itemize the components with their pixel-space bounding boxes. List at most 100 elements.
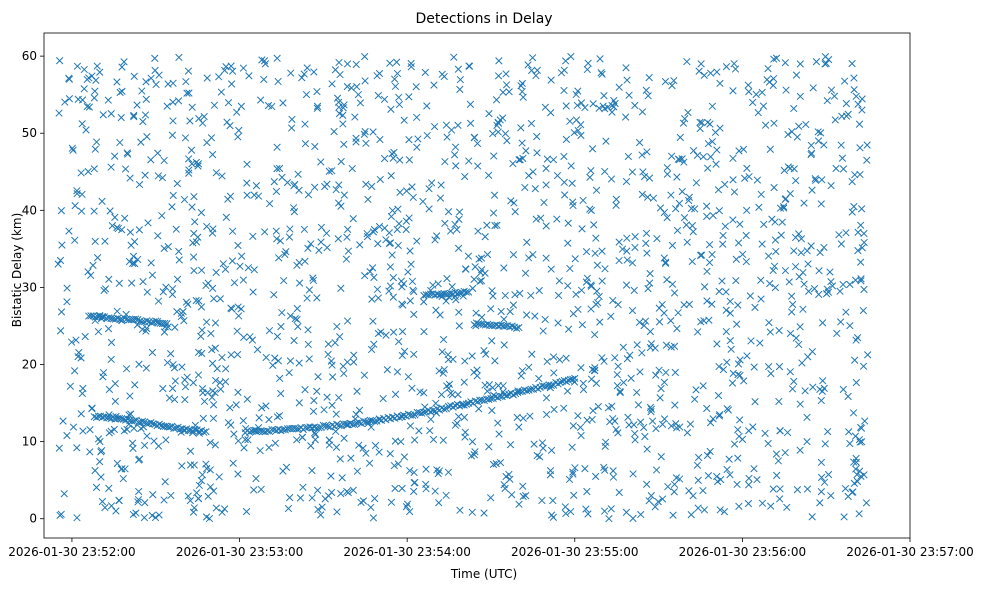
scatter-point (466, 100, 475, 108)
scatter-point (444, 384, 453, 392)
scatter-point (814, 128, 822, 136)
scatter-point (403, 500, 412, 508)
scatter-point (376, 175, 384, 184)
scatter-point (362, 449, 370, 457)
scatter-point (465, 157, 473, 165)
scatter-point (592, 472, 600, 481)
scatter-point (108, 222, 117, 230)
scatter-point (313, 87, 321, 96)
scatter-point (82, 126, 90, 134)
scatter-point (127, 241, 135, 249)
scatter-point (684, 108, 692, 117)
scatter-point (277, 322, 285, 331)
scatter-point (178, 462, 186, 470)
scatter-point (569, 422, 578, 430)
scatter-point (182, 298, 191, 306)
scatter-point (850, 458, 858, 466)
scatter-point (483, 387, 492, 395)
scatter-point (337, 202, 345, 210)
scatter-point (121, 465, 129, 473)
scatter-point (203, 138, 211, 147)
scatter-point (170, 424, 178, 432)
scatter-point (455, 322, 463, 330)
scatter-point (167, 491, 175, 500)
scatter-point (369, 228, 378, 236)
scatter-point (607, 312, 615, 321)
scatter-point (364, 417, 372, 426)
scatter-point (662, 368, 670, 377)
scatter-point (475, 255, 483, 263)
scatter-point (353, 82, 361, 91)
scatter-point (87, 271, 95, 279)
scatter-point (852, 378, 860, 387)
scatter-point (519, 93, 527, 101)
scatter-point (427, 286, 435, 295)
scatter-point (527, 385, 535, 393)
scatter-point (797, 235, 806, 243)
scatter-point (687, 511, 695, 519)
scatter-point (361, 127, 369, 136)
scatter-point (713, 146, 721, 154)
scatter-point (54, 260, 62, 268)
scatter-point (141, 499, 149, 507)
scatter-point (600, 357, 608, 365)
scatter-point (308, 466, 316, 475)
scatter-point (211, 441, 219, 449)
scatter-point (441, 157, 449, 166)
scatter-point (395, 220, 403, 228)
scatter-point (485, 443, 493, 451)
scatter-point (233, 327, 241, 335)
scatter-point (696, 124, 704, 133)
scatter-point (413, 143, 421, 151)
scatter-point (285, 368, 293, 377)
scatter-point (406, 247, 414, 255)
scatter-point (863, 141, 871, 149)
scatter-point (456, 506, 464, 514)
scatter-point (614, 362, 622, 370)
scatter-point (97, 315, 106, 323)
scatter-point (494, 118, 502, 126)
y-axis-label: Bistatic Delay (km) (10, 213, 24, 328)
scatter-point (817, 396, 825, 405)
scatter-point (106, 207, 114, 215)
scatter-point (406, 466, 414, 475)
scatter-point (501, 130, 510, 138)
scatter-point (144, 219, 152, 227)
scatter-point (324, 492, 333, 500)
scatter-point (592, 234, 600, 242)
scatter-point (155, 511, 163, 519)
scatter-point (680, 214, 689, 222)
scatter-point (342, 255, 351, 263)
x-axis-label: Time (UTC) (450, 567, 517, 581)
scatter-point (577, 431, 585, 440)
scatter-point (301, 257, 309, 265)
scatter-point (455, 208, 464, 216)
scatter-point (268, 425, 276, 434)
scatter-point (189, 429, 197, 437)
scatter-point (240, 333, 248, 342)
scatter-point (353, 387, 361, 395)
scatter-point (591, 331, 599, 339)
scatter-point (592, 379, 601, 387)
scatter-point (147, 156, 155, 164)
scatter-point (376, 135, 384, 144)
scatter-point (811, 176, 820, 185)
scatter-point (397, 437, 405, 446)
scatter-point (313, 486, 322, 494)
scatter-point (516, 387, 524, 396)
scatter-point (233, 350, 242, 359)
scatter-point (426, 426, 434, 435)
scatter-point (155, 420, 163, 428)
scatter-point (171, 323, 179, 331)
y-tick-label: 30 (22, 280, 37, 294)
scatter-point (195, 429, 204, 437)
scatter-point (586, 173, 594, 181)
scatter-point (402, 187, 411, 195)
scatter-point (786, 164, 794, 172)
scatter-point (567, 52, 575, 61)
scatter-point (750, 465, 758, 473)
scatter-point (732, 255, 740, 263)
scatter-point (743, 352, 751, 360)
scatter-point (572, 90, 580, 99)
scatter-point (395, 100, 404, 109)
